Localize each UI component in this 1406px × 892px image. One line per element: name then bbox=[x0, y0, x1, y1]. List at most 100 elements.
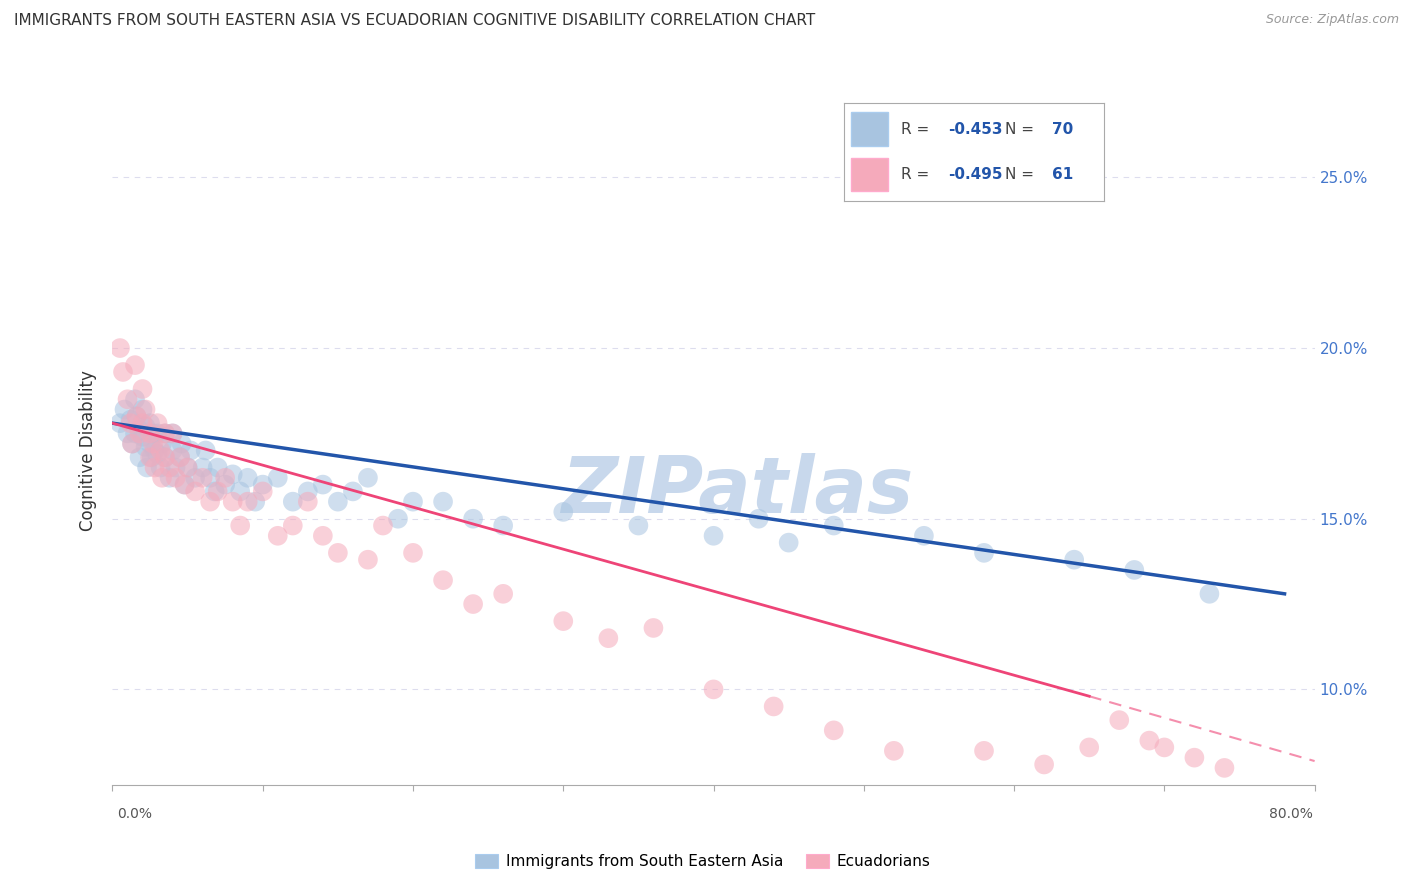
Point bbox=[553, 505, 575, 519]
Point bbox=[387, 512, 409, 526]
Text: -0.453: -0.453 bbox=[948, 121, 1002, 136]
Point bbox=[326, 494, 349, 508]
Point bbox=[131, 430, 153, 444]
Point bbox=[883, 744, 905, 758]
Point bbox=[153, 450, 176, 465]
Point bbox=[146, 416, 169, 430]
Text: -0.495: -0.495 bbox=[948, 167, 1002, 182]
Point bbox=[207, 484, 229, 499]
Point bbox=[492, 587, 515, 601]
Point bbox=[124, 358, 146, 372]
Point bbox=[169, 450, 191, 465]
Point bbox=[432, 494, 454, 508]
Point bbox=[198, 471, 221, 485]
Point bbox=[143, 460, 166, 475]
Text: 0.0%: 0.0% bbox=[117, 807, 152, 822]
Point bbox=[146, 426, 169, 441]
Text: N =: N = bbox=[1005, 167, 1039, 182]
FancyBboxPatch shape bbox=[852, 112, 887, 145]
Text: N =: N = bbox=[1005, 121, 1039, 136]
Point bbox=[702, 682, 725, 697]
Point bbox=[135, 402, 157, 417]
Point bbox=[973, 744, 995, 758]
Point bbox=[312, 477, 335, 491]
Point bbox=[222, 467, 245, 482]
Point bbox=[162, 443, 184, 458]
Point bbox=[342, 484, 364, 499]
Legend: Immigrants from South Eastern Asia, Ecuadorians: Immigrants from South Eastern Asia, Ecua… bbox=[470, 848, 936, 875]
Point bbox=[461, 597, 484, 611]
Point bbox=[207, 460, 229, 475]
Point bbox=[176, 460, 198, 475]
Point bbox=[117, 392, 139, 407]
Point bbox=[297, 494, 319, 508]
Point bbox=[371, 518, 394, 533]
Point bbox=[492, 518, 515, 533]
Point bbox=[169, 450, 191, 465]
Point bbox=[1078, 740, 1101, 755]
Point bbox=[121, 436, 143, 450]
Point bbox=[139, 416, 162, 430]
Point bbox=[229, 518, 252, 533]
Text: Source: ZipAtlas.com: Source: ZipAtlas.com bbox=[1265, 13, 1399, 27]
Point bbox=[1213, 761, 1236, 775]
Point bbox=[173, 477, 195, 491]
Point bbox=[114, 402, 136, 417]
Point bbox=[162, 426, 184, 441]
Point bbox=[823, 723, 845, 738]
Point bbox=[142, 426, 165, 441]
Point bbox=[204, 484, 226, 499]
Point bbox=[1033, 757, 1056, 772]
Point bbox=[139, 426, 162, 441]
Point bbox=[1063, 552, 1085, 566]
Point bbox=[553, 614, 575, 628]
Point bbox=[165, 471, 187, 485]
Point bbox=[229, 484, 252, 499]
Point bbox=[131, 382, 153, 396]
Point bbox=[191, 471, 214, 485]
Point bbox=[702, 529, 725, 543]
Point bbox=[120, 413, 142, 427]
Point bbox=[191, 460, 214, 475]
Point bbox=[402, 546, 425, 560]
Point bbox=[146, 447, 169, 461]
Point bbox=[402, 494, 425, 508]
Point bbox=[762, 699, 785, 714]
Point bbox=[149, 443, 172, 458]
Point bbox=[1184, 750, 1206, 764]
Point bbox=[748, 512, 770, 526]
Point bbox=[108, 416, 131, 430]
Point bbox=[198, 494, 221, 508]
Point bbox=[778, 535, 800, 549]
Point bbox=[108, 341, 131, 355]
Point bbox=[170, 436, 193, 450]
Point bbox=[121, 436, 143, 450]
Point bbox=[173, 477, 195, 491]
Point bbox=[267, 471, 290, 485]
FancyBboxPatch shape bbox=[852, 158, 887, 191]
Point bbox=[131, 416, 153, 430]
Point bbox=[222, 494, 245, 508]
Point bbox=[135, 440, 157, 454]
Point bbox=[912, 529, 935, 543]
Point bbox=[184, 484, 207, 499]
Point bbox=[159, 471, 181, 485]
Point bbox=[120, 416, 142, 430]
Point bbox=[245, 494, 267, 508]
Point bbox=[973, 546, 995, 560]
Point bbox=[297, 484, 319, 499]
Point bbox=[214, 477, 236, 491]
Point bbox=[111, 365, 134, 379]
Point bbox=[312, 529, 335, 543]
Point bbox=[165, 460, 187, 475]
Point bbox=[159, 460, 181, 475]
Point bbox=[236, 494, 259, 508]
Text: IMMIGRANTS FROM SOUTH EASTERN ASIA VS ECUADORIAN COGNITIVE DISABILITY CORRELATIO: IMMIGRANTS FROM SOUTH EASTERN ASIA VS EC… bbox=[14, 13, 815, 29]
Point bbox=[128, 450, 150, 465]
Point bbox=[176, 460, 198, 475]
Point bbox=[461, 512, 484, 526]
Point bbox=[252, 477, 274, 491]
Point bbox=[150, 436, 173, 450]
Text: 70: 70 bbox=[1052, 121, 1073, 136]
Point bbox=[1198, 587, 1220, 601]
